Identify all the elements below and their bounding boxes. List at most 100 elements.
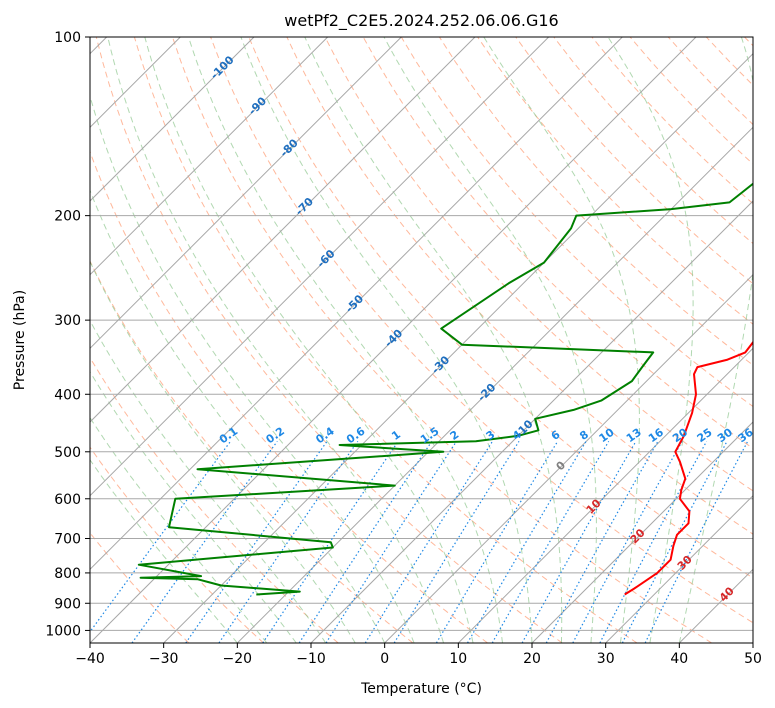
isotherm-line <box>90 37 476 423</box>
reference-line-labels: 0.1 0.2 0.4 0.6 1 1.5 2 3 4 6 8 10 13 16 20 25 30 36-100-… <box>208 53 756 604</box>
isotherm-line <box>678 568 753 643</box>
dry-adiabat-line <box>744 37 753 47</box>
x-tick-label: 30 <box>597 651 615 667</box>
mixing-ratio-line <box>393 440 520 643</box>
isotherm-line <box>90 37 550 497</box>
y-tick-label: 900 <box>54 596 81 612</box>
mixing-ratio-label: 16 <box>646 426 666 446</box>
mixing-ratio-line <box>545 440 659 643</box>
mixing-ratio-label: 2 <box>448 428 462 443</box>
mixing-ratio-label: 6 <box>549 428 563 443</box>
mixing-ratio-line <box>599 441 708 643</box>
isotherm-line <box>457 347 753 643</box>
dry-adiabat-line <box>667 37 753 126</box>
dry-adiabat-line <box>90 532 190 643</box>
mixing-ratio-line <box>298 440 433 643</box>
y-tick-label: 100 <box>54 30 81 46</box>
dry-adiabat-line <box>90 356 339 643</box>
dry-adiabat-line <box>210 37 753 624</box>
x-tick-label: 40 <box>670 651 688 667</box>
axes: −40 −30 −20 −10 0 10 20 30 40 5010009008007006005… <box>45 30 762 667</box>
x-tick-label: −30 <box>149 651 179 667</box>
dry-adiabat-line <box>553 37 753 245</box>
dewpoint-profile <box>137 182 753 596</box>
isotherm-line <box>384 273 753 643</box>
chart-title: wetPf2_C2E5.2024.252.06.06.G16 <box>284 11 558 31</box>
y-tick-label: 300 <box>54 313 81 329</box>
moist-adiabat-line <box>383 37 597 643</box>
moist-adiabat-line <box>678 37 753 643</box>
isotherm-label: 0 <box>554 458 569 473</box>
x-tick-label: 0 <box>380 651 389 667</box>
isotherm-label: -40 <box>382 326 405 349</box>
isotherm-line <box>310 200 753 643</box>
moist-adiabat-line <box>188 37 503 643</box>
background-reference-lines <box>90 37 753 643</box>
x-tick-label: 10 <box>449 651 467 667</box>
isotherm-label: -30 <box>429 353 452 376</box>
mixing-ratio-label: 1 <box>389 428 403 443</box>
dry-adiabat-line <box>90 259 414 643</box>
isotherm-label: -50 <box>343 292 366 315</box>
isotherm-line <box>752 642 753 643</box>
isotherm-label: -100 <box>208 53 237 82</box>
x-tick-label: −40 <box>75 651 105 667</box>
dry-adiabat-line <box>95 37 563 643</box>
dry-adiabat-line <box>286 37 753 535</box>
isotherm-label: 20 <box>628 526 648 546</box>
dry-adiabat-line <box>324 37 753 492</box>
y-axis-title: Pressure (hPa) <box>12 290 28 390</box>
isotherm-line <box>90 37 697 643</box>
x-tick-label: 50 <box>744 651 762 667</box>
mixing-ratio-line <box>325 440 458 643</box>
isotherm-line <box>90 37 402 350</box>
mixing-ratio-label: 0.1 <box>217 425 240 447</box>
moist-adiabat-line <box>90 416 268 643</box>
dry-adiabat-line <box>705 37 753 86</box>
y-tick-label: 600 <box>54 492 81 508</box>
mixing-ratio-line <box>185 440 328 643</box>
mixing-ratio-label: 0.2 <box>264 425 287 447</box>
moist-adiabat-line <box>240 37 533 643</box>
mixing-ratio-line <box>218 440 359 643</box>
y-tick-label: 800 <box>54 566 81 582</box>
x-axis-title: Temperature (°C) <box>360 681 482 697</box>
moist-adiabat-line <box>90 189 386 643</box>
isotherm-label: 10 <box>584 496 604 516</box>
moist-adiabat-line <box>90 458 238 643</box>
x-tick-label: −10 <box>296 651 326 667</box>
isotherm-line <box>90 37 623 571</box>
sounding-profiles <box>137 182 753 596</box>
moist-adiabat-line <box>90 319 327 643</box>
isotherm-label: -90 <box>246 94 269 117</box>
isotherm-label: 40 <box>717 584 737 604</box>
moist-adiabat-line <box>144 37 474 643</box>
mixing-ratio-line <box>90 440 232 633</box>
mixing-ratio-line <box>466 440 587 643</box>
mixing-ratio-line <box>364 440 494 643</box>
moist-adiabat-line <box>90 370 297 643</box>
mixing-ratio-line <box>521 440 637 643</box>
dry-adiabat-line <box>248 37 753 579</box>
isotherm-label: -70 <box>293 195 316 218</box>
moist-adiabat-line <box>607 37 694 643</box>
isotherm-label: -20 <box>475 381 498 404</box>
temperature-profile <box>624 340 753 596</box>
isotherm-line <box>531 421 753 643</box>
dry-adiabat-line <box>515 37 753 285</box>
isotherm-line <box>90 37 329 276</box>
plot-frame <box>89 36 754 644</box>
isotherm-line <box>605 494 753 643</box>
x-tick-label: −20 <box>223 651 253 667</box>
mixing-ratio-label: 8 <box>577 428 591 443</box>
moist-adiabat-line <box>483 37 640 643</box>
mixing-ratio-label: 25 <box>695 426 715 445</box>
isotherm-label: -60 <box>314 247 337 270</box>
isotherm-label: 30 <box>675 553 695 573</box>
mixing-ratio-line <box>262 440 399 643</box>
mixing-ratio-line <box>572 441 683 643</box>
dry-adiabat-line <box>133 37 638 643</box>
isotherm-line <box>236 126 753 643</box>
isotherm-line <box>90 37 255 202</box>
